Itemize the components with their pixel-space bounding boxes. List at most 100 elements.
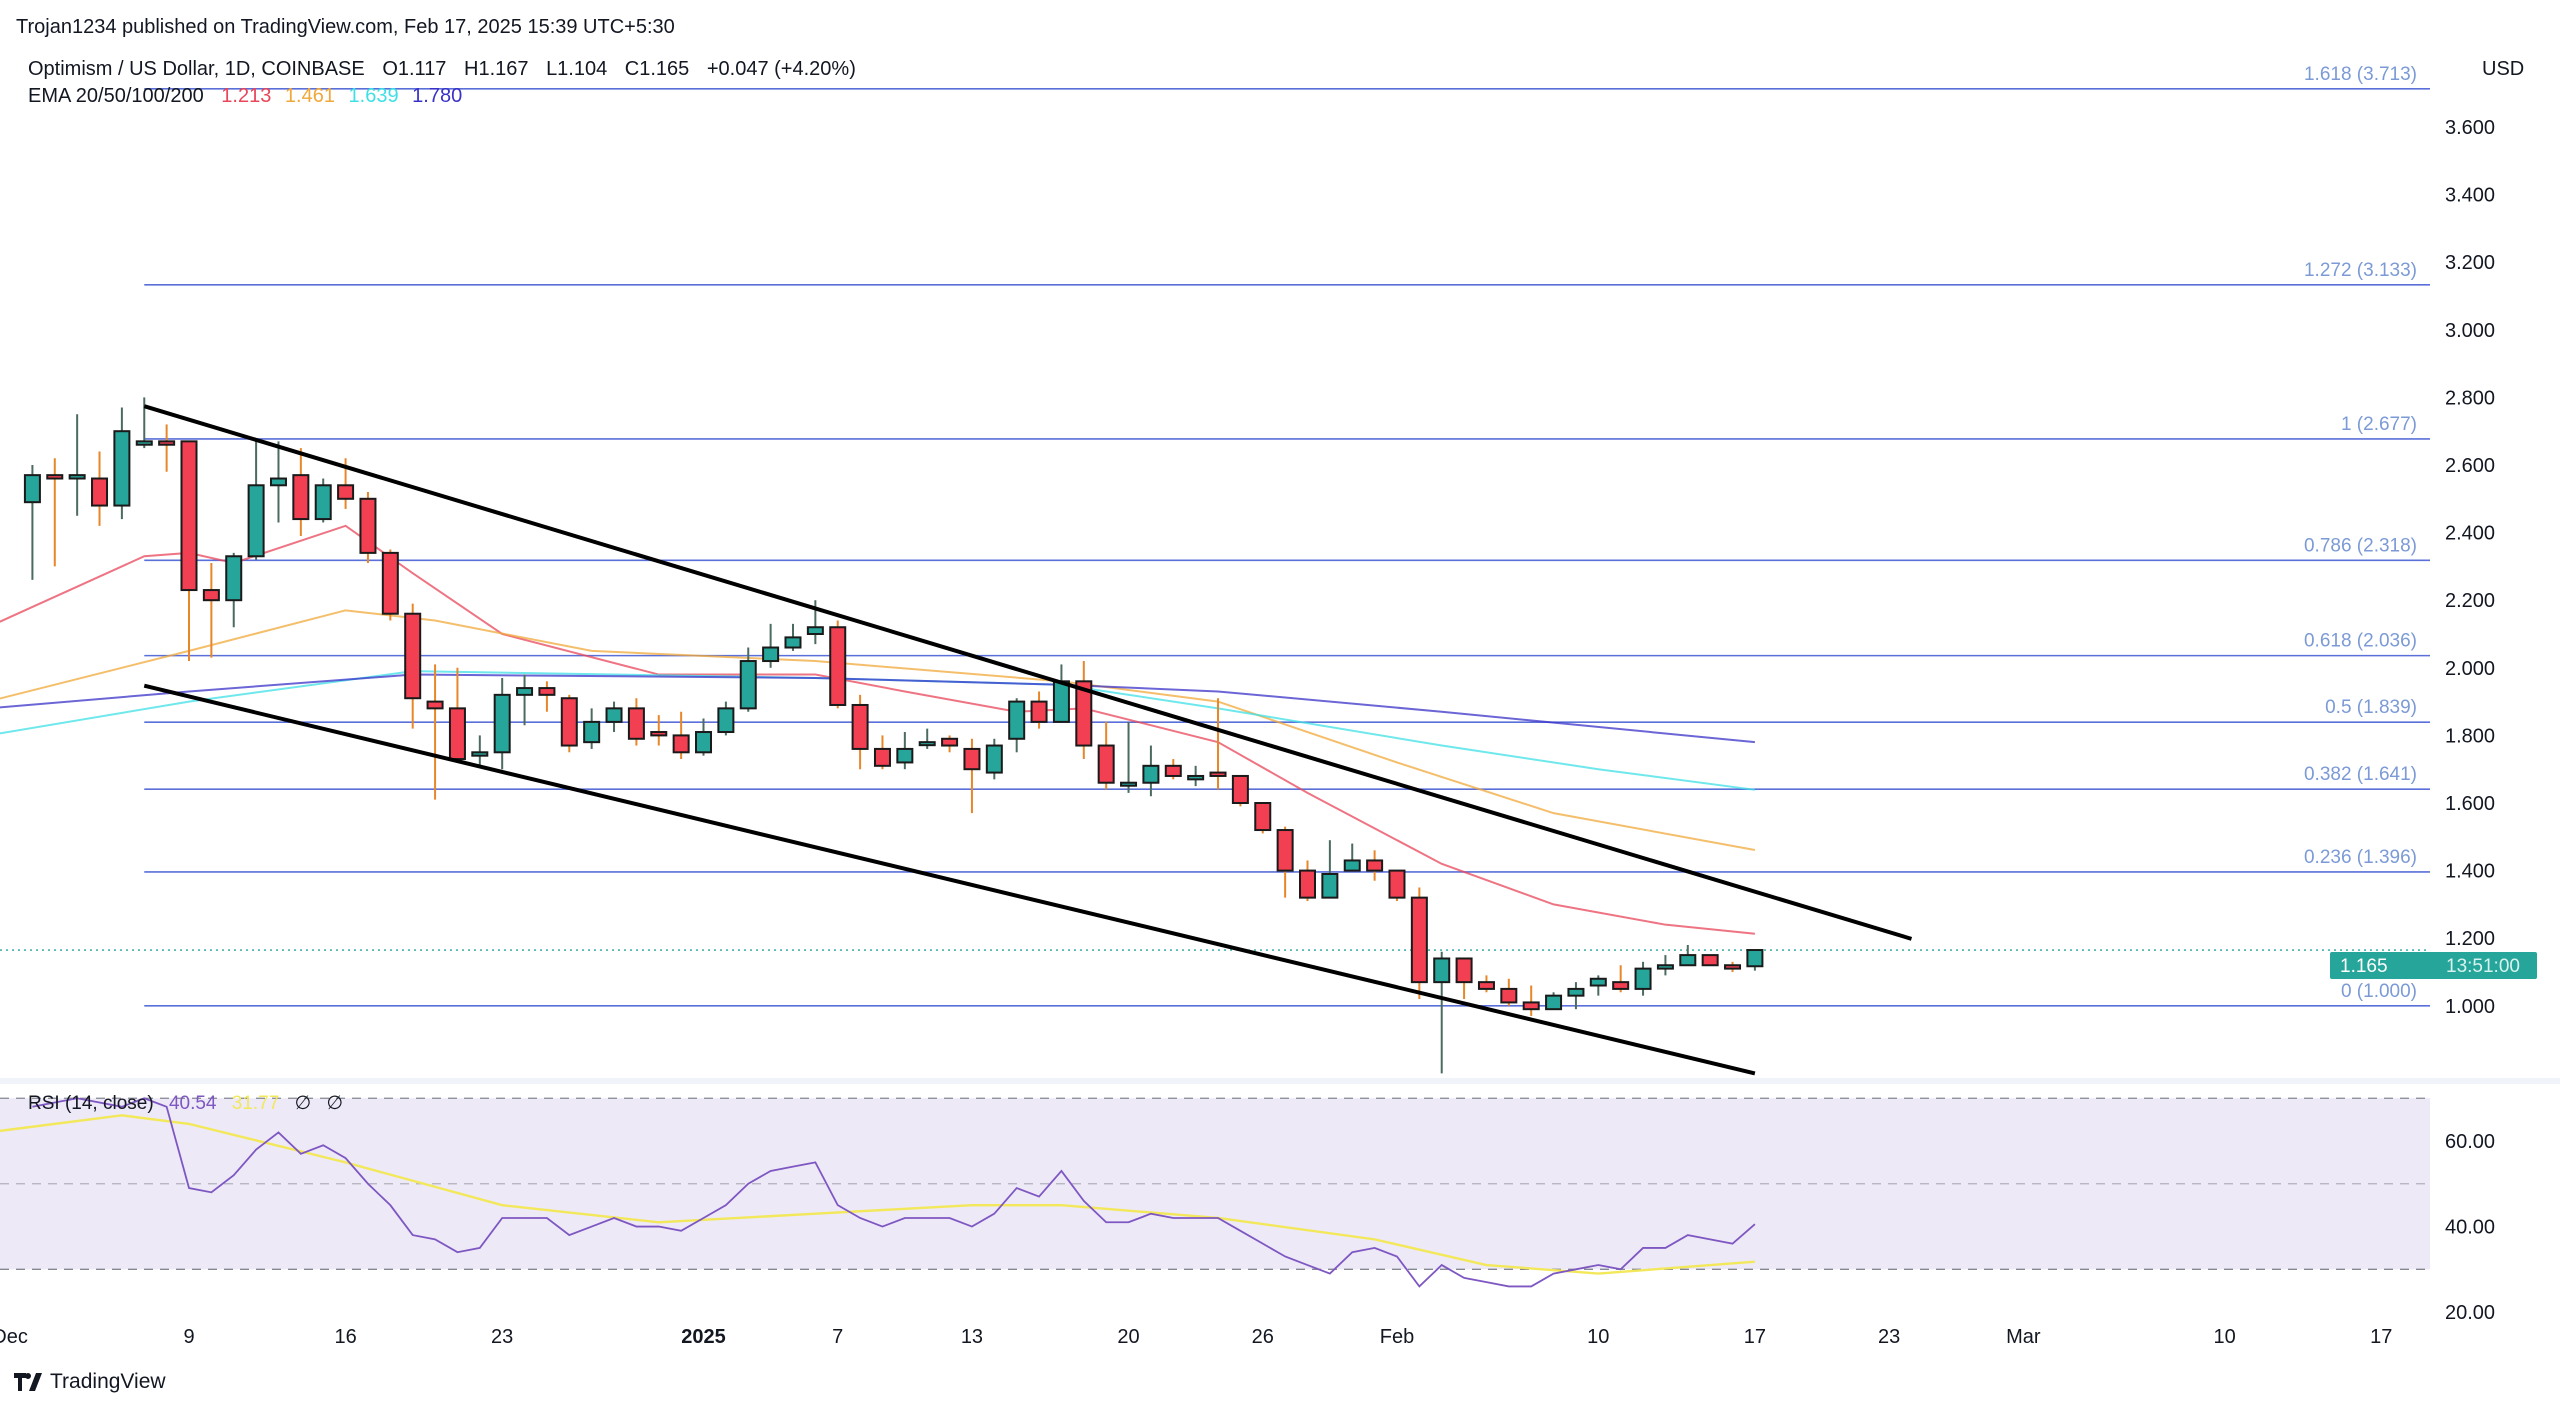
fib-label: 0.5 (1.839) xyxy=(2325,697,2417,718)
currency-label[interactable]: USD xyxy=(2482,58,2524,80)
rsi-na-2: ∅ xyxy=(326,1093,343,1114)
candle xyxy=(1052,680,1070,723)
price-tag-price: 1.165 xyxy=(2340,956,2388,977)
fib-label: 0 (1.000) xyxy=(2341,981,2417,1002)
candle xyxy=(314,484,332,521)
price-axis-tick: 1.000 xyxy=(2445,996,2495,1018)
price-axis-tick: 3.600 xyxy=(2445,117,2495,139)
candle xyxy=(113,430,131,507)
candle xyxy=(68,474,86,480)
time-axis-tick: 10 xyxy=(2214,1326,2236,1348)
price-axis-tick: 2.600 xyxy=(2445,455,2495,477)
symbol-title[interactable]: Optimism / US Dollar, 1D, COINBASE xyxy=(28,58,365,80)
rsi-axis-tick: 40.00 xyxy=(2445,1217,2495,1239)
candle xyxy=(337,484,355,500)
rsi-axis-tick: 20.00 xyxy=(2445,1302,2495,1324)
candle xyxy=(1612,981,1630,990)
price-tag-countdown: 13:51:00 xyxy=(2446,956,2520,977)
candle xyxy=(493,693,511,754)
candle xyxy=(560,697,578,747)
candle xyxy=(158,440,176,446)
price-axis-tick: 1.800 xyxy=(2445,725,2495,747)
price-axis-tick: 3.400 xyxy=(2445,185,2495,207)
candle xyxy=(1321,872,1339,899)
time-axis-tick: Mar xyxy=(2006,1326,2041,1348)
fib-label: 1.272 (3.133) xyxy=(2304,260,2417,281)
price-axis-tick: 3.200 xyxy=(2445,252,2495,274)
time-axis-tick: 13 xyxy=(961,1326,983,1348)
price-tag: 1.165 13:51:00 xyxy=(2330,952,2537,979)
time-axis-tick: 23 xyxy=(1878,1326,1900,1348)
ema20-value: 1.213 xyxy=(221,85,272,107)
ema100-line xyxy=(0,670,1756,791)
rsi-label[interactable]: RSI (14, close) xyxy=(28,1093,154,1114)
candle xyxy=(1030,700,1048,723)
candle xyxy=(1477,981,1495,990)
candle xyxy=(404,612,422,700)
candle xyxy=(873,747,891,767)
candle xyxy=(1008,700,1026,740)
candle xyxy=(1567,987,1585,997)
fib-label: 1.618 (3.713) xyxy=(2304,64,2417,85)
price-axis-tick: 3.000 xyxy=(2445,320,2495,342)
rsi-na-1: ∅ xyxy=(294,1093,312,1114)
candle xyxy=(247,484,265,558)
candle xyxy=(381,551,399,615)
candle xyxy=(941,737,959,747)
time-axis-tick: 17 xyxy=(1744,1326,1766,1348)
candle xyxy=(851,703,869,750)
candle xyxy=(180,440,198,592)
tradingview-logo-icon xyxy=(14,1373,42,1391)
time-axis-tick: 2025 xyxy=(681,1326,726,1348)
candle xyxy=(583,720,601,744)
candle xyxy=(1187,774,1205,781)
descending-channel xyxy=(143,404,1913,1076)
pane-separator xyxy=(0,1078,2560,1084)
tradingview-brand[interactable]: TradingView xyxy=(14,1370,166,1394)
candle xyxy=(605,707,623,723)
candle xyxy=(1522,1001,1540,1011)
candle xyxy=(1299,869,1316,899)
candle xyxy=(1075,680,1093,747)
symbol-legend: Optimism / US Dollar, 1D, COINBASE O1.11… xyxy=(28,58,868,81)
candle xyxy=(359,497,377,554)
candle xyxy=(1209,771,1227,777)
candle xyxy=(46,474,64,480)
candle xyxy=(1455,957,1473,984)
candle xyxy=(471,751,489,757)
price-axis-tick: 1.200 xyxy=(2445,928,2495,950)
price-axis-tick: 1.400 xyxy=(2445,861,2495,883)
ema-label[interactable]: EMA 20/50/100/200 xyxy=(28,85,204,107)
time-axis-tick: Dec xyxy=(0,1326,28,1348)
candle xyxy=(269,477,287,487)
time-axis-tick: 9 xyxy=(183,1326,194,1348)
candle xyxy=(918,741,936,747)
candle xyxy=(1724,964,1742,970)
time-axis-tick: 10 xyxy=(1587,1326,1609,1348)
ohlc-close: C1.165 xyxy=(624,58,690,80)
candle xyxy=(1231,774,1249,805)
fib-label: 1 (2.677) xyxy=(2341,414,2417,435)
candle xyxy=(985,744,1003,774)
rsi-legend: RSI (14, close) 40.54 31.77 ∅ ∅ xyxy=(28,1092,353,1115)
price-axis-tick: 2.800 xyxy=(2445,387,2495,409)
candle xyxy=(1634,967,1652,990)
candle xyxy=(23,474,41,504)
candle xyxy=(1164,764,1182,777)
time-axis-tick: 16 xyxy=(334,1326,356,1348)
rsi-value: 40.54 xyxy=(168,1093,217,1114)
candle xyxy=(762,646,780,663)
rsi-axis-tick: 60.00 xyxy=(2445,1131,2495,1153)
candle xyxy=(1589,977,1607,987)
ema50-value: 1.461 xyxy=(284,85,335,107)
price-axis-tick: 2.400 xyxy=(2445,523,2495,545)
candle xyxy=(1545,994,1563,1011)
ohlc-low: L1.104 xyxy=(546,58,608,80)
candle xyxy=(963,747,981,771)
candle xyxy=(717,707,735,734)
rsi-pane xyxy=(0,1097,2430,1288)
candle xyxy=(1433,957,1451,984)
fib-label: 0.236 (1.396) xyxy=(2304,847,2417,868)
candle xyxy=(135,440,153,446)
